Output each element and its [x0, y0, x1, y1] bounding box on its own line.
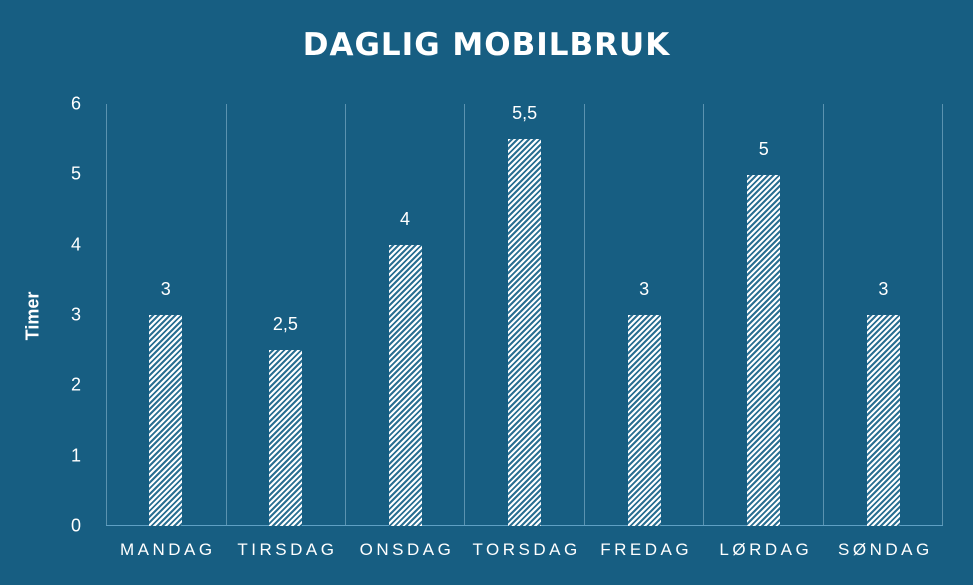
bar-onsdag	[388, 244, 422, 526]
bar-lørdag	[747, 174, 781, 526]
grid-line	[464, 104, 465, 526]
data-label: 3	[878, 279, 889, 300]
x-tick-label: SØNDAG	[838, 540, 933, 559]
y-axis-label: Timer	[22, 291, 43, 341]
bar-tirsdag	[268, 350, 302, 526]
data-label: 4	[399, 208, 410, 229]
grid-line	[106, 104, 107, 526]
bar-søndag	[866, 315, 900, 526]
y-tick-0: 0	[70, 515, 81, 536]
bar-fredag	[627, 315, 661, 526]
y-tick-4: 4	[70, 234, 81, 255]
x-tick-label: MANDAG	[119, 540, 216, 559]
data-label: 2,5	[272, 314, 298, 335]
grid-line	[823, 104, 824, 526]
grid-line	[226, 104, 227, 526]
bar-torsdag	[508, 139, 542, 526]
y-tick-2: 2	[70, 374, 81, 395]
grid-line	[703, 104, 704, 526]
grid-line	[584, 104, 585, 526]
grid-line	[942, 104, 943, 526]
x-tick-label: TORSDAG	[472, 540, 581, 559]
y-tick-1: 1	[70, 445, 81, 466]
data-label: 5	[758, 138, 769, 159]
data-label: 3	[160, 279, 171, 300]
grid-line	[345, 104, 346, 526]
x-tick-label: LØRDAG	[719, 540, 813, 559]
y-tick-3: 3	[70, 304, 81, 325]
y-tick-6: 6	[70, 93, 81, 114]
chart-title: DAGLIG MOBILBRUK	[302, 27, 671, 63]
x-tick-label: FREDAG	[600, 540, 693, 559]
bar-mandag	[149, 315, 183, 526]
x-tick-label: ONSDAG	[359, 540, 455, 559]
data-label: 5,5	[512, 103, 538, 124]
x-tick-label: TIRSDAG	[237, 540, 338, 559]
data-label: 3	[639, 279, 650, 300]
y-tick-5: 5	[70, 163, 81, 184]
